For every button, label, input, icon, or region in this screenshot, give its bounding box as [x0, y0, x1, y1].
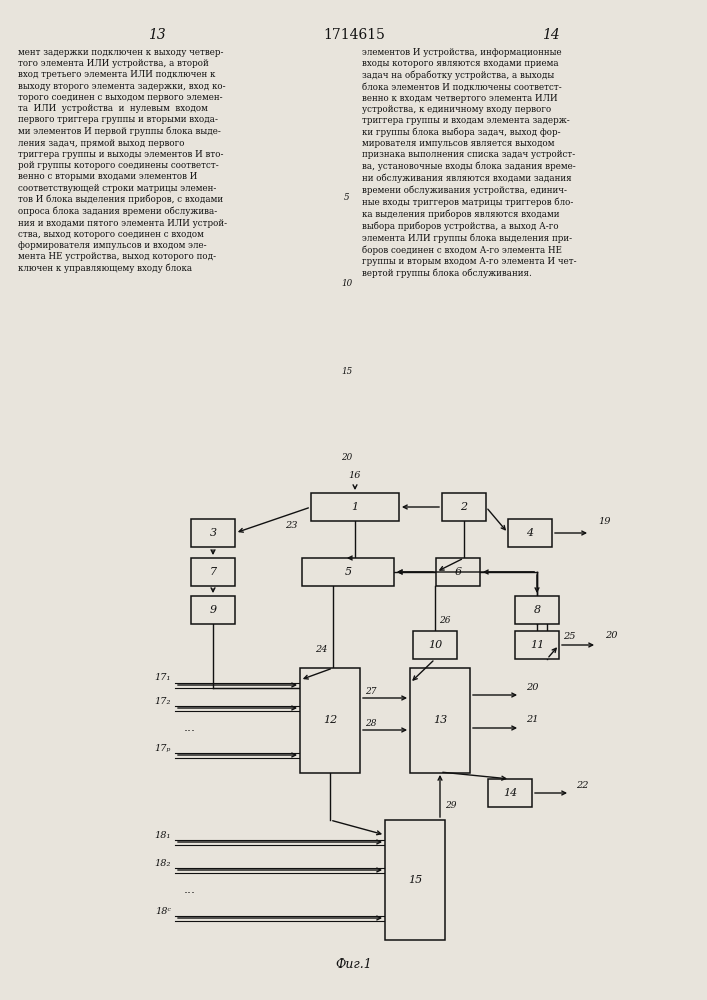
Text: 17₁: 17₁ — [155, 674, 171, 682]
Text: 17₂: 17₂ — [155, 696, 171, 706]
Text: 13: 13 — [433, 715, 447, 725]
Text: 24: 24 — [315, 646, 327, 654]
Text: 11: 11 — [530, 640, 544, 650]
Text: 26: 26 — [439, 616, 450, 625]
Text: ···: ··· — [184, 888, 196, 900]
Text: 3: 3 — [209, 528, 216, 538]
Text: 15: 15 — [408, 875, 422, 885]
Bar — [488, 779, 532, 807]
Text: 14: 14 — [503, 788, 517, 798]
Text: 20: 20 — [605, 631, 617, 640]
Text: 1714615: 1714615 — [323, 28, 385, 42]
Text: 15: 15 — [341, 366, 353, 375]
Text: 20: 20 — [341, 454, 353, 462]
Bar — [191, 558, 235, 586]
Text: 16: 16 — [349, 471, 361, 480]
Bar — [442, 493, 486, 521]
Text: 19: 19 — [598, 516, 611, 526]
Text: 23: 23 — [285, 520, 297, 530]
Text: 18₁: 18₁ — [155, 830, 171, 840]
Text: 10: 10 — [428, 640, 442, 650]
Text: Фиг.1: Фиг.1 — [336, 958, 373, 972]
Bar — [515, 596, 559, 624]
Bar — [385, 820, 445, 940]
Text: 2: 2 — [460, 502, 467, 512]
Text: 6: 6 — [455, 567, 462, 577]
Text: 8: 8 — [534, 605, 541, 615]
Text: 27: 27 — [365, 686, 377, 696]
Text: 17ₚ: 17ₚ — [155, 744, 171, 752]
Text: 18₂: 18₂ — [155, 858, 171, 867]
Text: 13: 13 — [148, 28, 166, 42]
Text: 25: 25 — [563, 632, 575, 641]
Text: 20: 20 — [526, 682, 539, 692]
Bar — [508, 519, 552, 547]
Text: 9: 9 — [209, 605, 216, 615]
Text: 29: 29 — [445, 802, 457, 810]
Text: 28: 28 — [365, 718, 377, 728]
Text: мент задержки подключен к выходу четвер-
того элемента ИЛИ устройства, а второй
: мент задержки подключен к выходу четвер-… — [18, 48, 227, 273]
Text: ···: ··· — [184, 726, 196, 738]
Bar — [515, 631, 559, 659]
Text: элементов И устройства, информационные
входы которого являются входами приема
за: элементов И устройства, информационные в… — [362, 48, 577, 278]
Text: 14: 14 — [542, 28, 560, 42]
Bar — [413, 631, 457, 659]
Bar — [191, 596, 235, 624]
Bar — [302, 558, 394, 586]
Bar — [191, 519, 235, 547]
Text: 18ᶜ: 18ᶜ — [155, 906, 171, 916]
Bar — [436, 558, 480, 586]
Text: 5: 5 — [344, 192, 350, 202]
Text: 22: 22 — [576, 780, 588, 790]
Text: 21: 21 — [526, 716, 539, 724]
Bar — [311, 493, 399, 521]
Text: 10: 10 — [341, 279, 353, 288]
Text: 12: 12 — [323, 715, 337, 725]
Bar — [300, 668, 360, 772]
Text: 1: 1 — [351, 502, 358, 512]
Text: 4: 4 — [527, 528, 534, 538]
Text: 5: 5 — [344, 567, 351, 577]
Bar — [410, 668, 470, 772]
Text: 7: 7 — [209, 567, 216, 577]
